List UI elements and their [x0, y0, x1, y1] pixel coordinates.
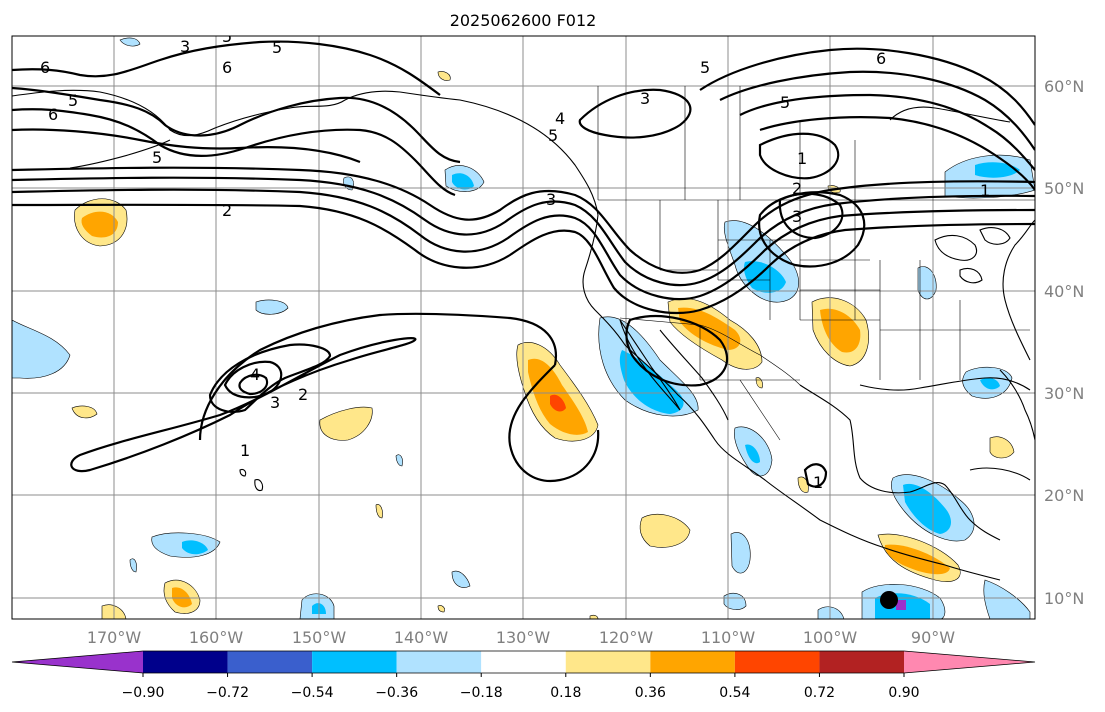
contour-label: 5	[272, 38, 282, 57]
contour-label: 5	[700, 58, 710, 77]
colorbar-segment	[904, 651, 1035, 673]
colorbar-tick-label: 0.72	[804, 685, 835, 701]
colorbar-tick-label: −0.36	[375, 685, 418, 701]
colorbar-tick-label: −0.72	[206, 685, 249, 701]
contour-label: 1	[813, 473, 823, 492]
colorbar-tick-label: 0.90	[888, 685, 919, 701]
contour-label: 5	[68, 91, 78, 110]
lon-label: 120°W	[599, 628, 654, 647]
lat-label: 60°N	[1044, 77, 1084, 96]
colorbar-tick-label: 0.54	[719, 685, 750, 701]
lat-label: 10°N	[1044, 589, 1084, 608]
lon-label: 100°W	[803, 628, 858, 647]
colorbar-segment	[227, 651, 313, 673]
colorbar-segment	[565, 651, 651, 673]
lon-label: 140°W	[394, 628, 449, 647]
colorbar-segment	[12, 651, 143, 673]
contour-label: 2	[792, 179, 802, 198]
contour-label: 5	[222, 27, 232, 46]
colorbar-segment	[143, 651, 228, 673]
colorbar-tick-label: −0.54	[291, 685, 334, 701]
contour-label: 3	[546, 190, 556, 209]
contour-label: 2	[222, 201, 232, 220]
colorbar-segment	[819, 651, 904, 673]
longitude-labels: 170°W 160°W 150°W 140°W 130°W 120°W 110°…	[87, 628, 955, 647]
lat-label: 20°N	[1044, 486, 1084, 505]
contour-label: 1	[240, 441, 250, 460]
contour-label: 4	[555, 109, 565, 128]
political-borders	[597, 86, 1035, 441]
contour-label: 6	[40, 58, 50, 77]
contour-label: 3	[792, 207, 802, 226]
contour-label: 6	[876, 49, 886, 68]
contour-label: 6	[48, 105, 58, 124]
lon-label: 130°W	[496, 628, 551, 647]
contour-label: 2	[298, 385, 308, 404]
colorbar-segment	[312, 651, 397, 673]
map-frame	[11, 35, 1036, 620]
positive-anomaly-strong	[550, 394, 566, 412]
colorbar-segment	[481, 651, 566, 673]
contour-label: 5	[780, 93, 790, 112]
colorbar-tick-label: −0.90	[122, 685, 165, 701]
negative-anomaly-extreme	[896, 600, 906, 610]
lon-label: 150°W	[292, 628, 347, 647]
contour-label: 3	[180, 37, 190, 56]
lat-label: 30°N	[1044, 384, 1084, 403]
coastlines	[12, 89, 1035, 581]
contour-label: 1	[980, 181, 990, 200]
lon-label: 170°W	[87, 628, 142, 647]
colorbar-segment	[396, 651, 482, 673]
gridlines	[12, 36, 1035, 619]
contour-labels: 6 5 6 5 3 6 5 5 2 5 4 3 5 3 6 5 1 2 3 1 …	[40, 27, 990, 492]
lat-label: 50°N	[1044, 179, 1084, 198]
lat-label: 40°N	[1044, 282, 1084, 301]
contour-label: 1	[797, 149, 807, 168]
colorbar-segment	[650, 651, 735, 673]
lon-label: 160°W	[189, 628, 244, 647]
colorbar-segment	[734, 651, 820, 673]
contour-label: 5	[152, 148, 162, 167]
map-title: 2025062600 F012	[450, 11, 597, 30]
contour-lines	[12, 40, 1035, 488]
map-content: 6 5 6 5 3 6 5 5 2 5 4 3 5 3 6 5 1 2 3 1 …	[12, 27, 1035, 619]
negative-anomaly-medium	[182, 162, 1020, 619]
colorbar: −0.90 −0.72 −0.54 −0.36 −0.18 0.18 0.36 0.54 0.7…	[11, 650, 1036, 701]
lon-label: 90°W	[911, 628, 955, 647]
contour-label: 4	[250, 365, 260, 384]
latitude-labels: 60°N 50°N 40°N 30°N 20°N 10°N	[1044, 77, 1084, 608]
lon-label: 110°W	[701, 628, 756, 647]
contour-label: 6	[222, 58, 232, 77]
colorbar-tick-label: −0.18	[460, 685, 503, 701]
contour-label: 3	[270, 393, 280, 412]
colorbar-tick-label: 0.36	[635, 685, 666, 701]
colorbar-tick-label: 0.18	[550, 685, 581, 701]
contour-label: 5	[548, 126, 558, 145]
contour-label: 3	[640, 89, 650, 108]
storm-center-marker	[880, 591, 898, 609]
